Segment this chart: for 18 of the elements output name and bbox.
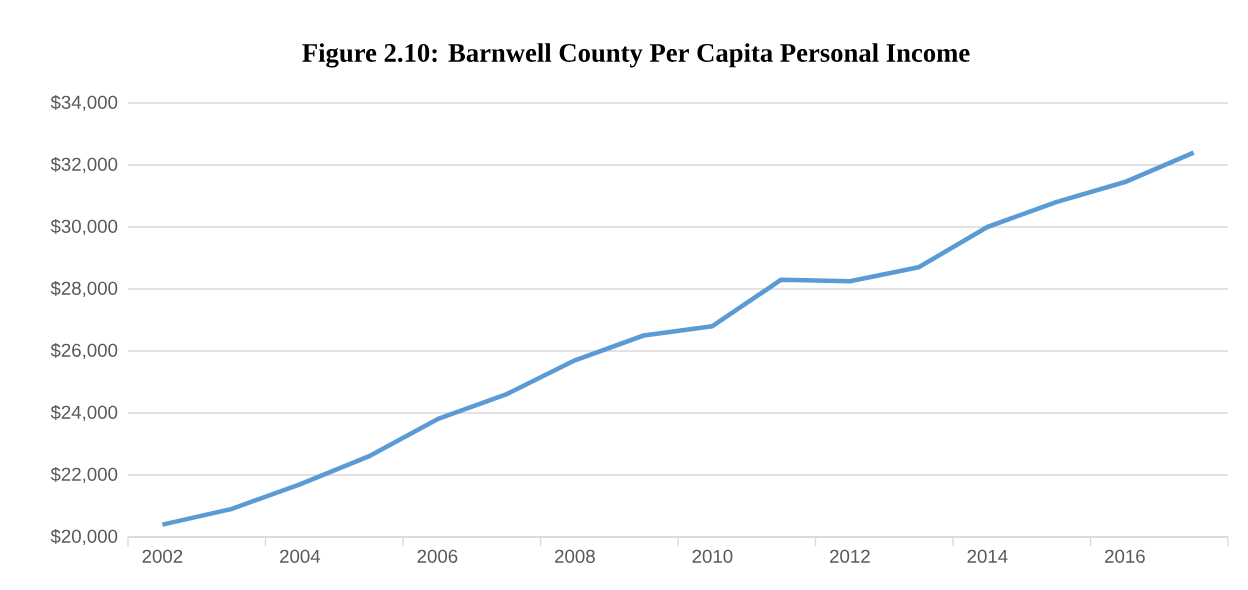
y-tick-label: $22,000 (50, 466, 118, 484)
y-tick-label: $28,000 (50, 280, 118, 298)
y-tick-label: $34,000 (50, 94, 118, 112)
x-tick-label: 2008 (555, 549, 595, 563)
chart-title: Figure 2.10: Barnwell County Per Capita Personal Income (302, 43, 970, 68)
y-tick-label: $24,000 (50, 404, 118, 422)
y-tick-label: $32,000 (50, 156, 118, 174)
x-tick-label: 2016 (1105, 549, 1145, 563)
x-tick-label: 2012 (830, 549, 870, 563)
x-tick-label: 2004 (280, 549, 321, 563)
line-series (160, 150, 1196, 527)
y-tick-label: $20,000 (50, 528, 118, 546)
x-tick-label: 2010 (692, 549, 733, 563)
x-tick-label: 2002 (142, 549, 183, 563)
y-tick-label: $30,000 (50, 218, 118, 236)
y-tick-label: $26,000 (50, 342, 118, 360)
x-tick-label: 2014 (967, 549, 1008, 563)
x-tick-label: 2006 (417, 549, 458, 563)
